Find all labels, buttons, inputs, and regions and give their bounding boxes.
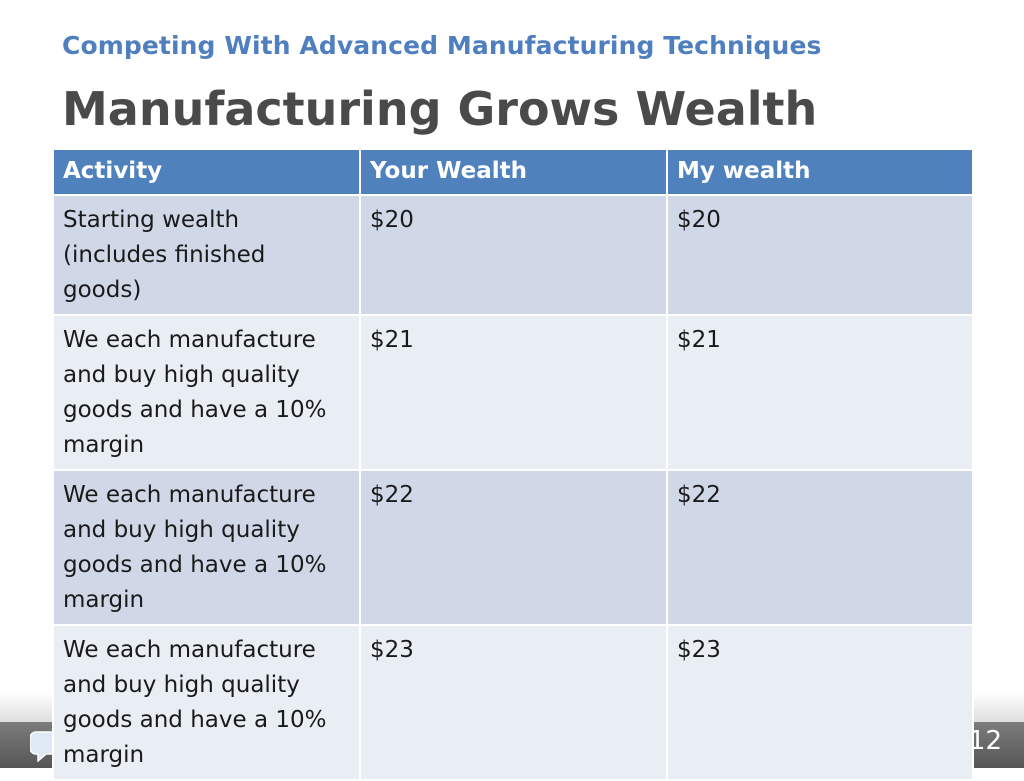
table-row: Starting wealth (includes finished goods… [52,194,974,316]
activity-cell: We each manufacture and buy high quality… [52,314,361,471]
activity-cell: Starting wealth (includes finished goods… [52,194,361,316]
wealth-table: Activity Your Wealth My wealth Starting … [52,148,974,781]
header-activity: Activity [52,148,361,196]
my-wealth-cell: $21 [666,314,974,471]
table-row: We each manufacture and buy high quality… [52,624,974,781]
my-wealth-cell: $22 [666,469,974,626]
header-your-wealth: Your Wealth [359,148,668,196]
table-header-row: Activity Your Wealth My wealth [52,148,974,196]
table-row: We each manufacture and buy high quality… [52,469,974,626]
table-row: We each manufacture and buy high quality… [52,314,974,471]
header-my-wealth: My wealth [666,148,974,196]
activity-cell: We each manufacture and buy high quality… [52,469,361,626]
your-wealth-cell: $20 [359,194,668,316]
page-number: 12 [968,726,1002,756]
slide-subtitle: Competing With Advanced Manufacturing Te… [62,31,822,60]
my-wealth-cell: $20 [666,194,974,316]
activity-cell: We each manufacture and buy high quality… [52,624,361,781]
my-wealth-cell: $23 [666,624,974,781]
your-wealth-cell: $22 [359,469,668,626]
your-wealth-cell: $23 [359,624,668,781]
slide-title: Manufacturing Grows Wealth [62,82,818,136]
your-wealth-cell: $21 [359,314,668,471]
